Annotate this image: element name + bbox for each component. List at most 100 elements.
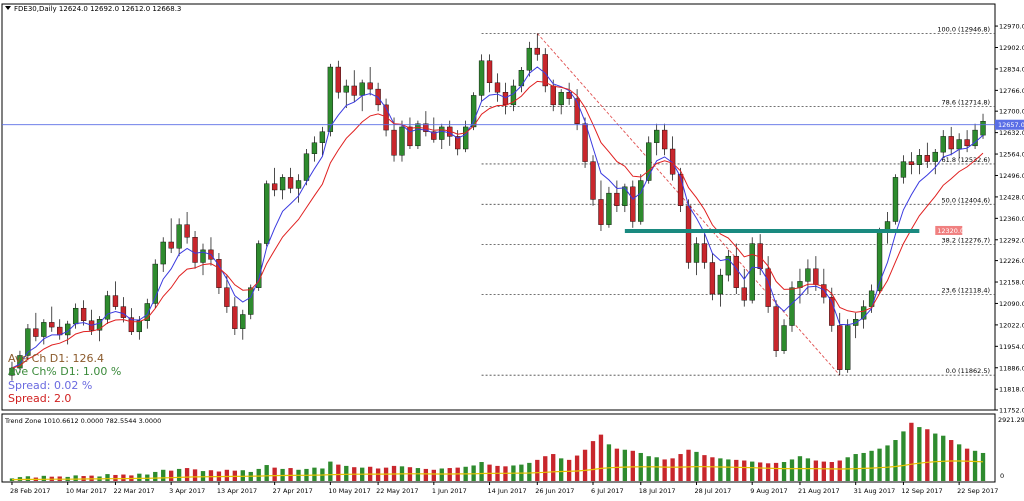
x-tick-label: 18 Jul 2017 [639, 487, 676, 495]
candle-body [295, 180, 302, 189]
volume-bar [328, 461, 333, 481]
fib-level-label: 50.0 (12404.6) [942, 196, 991, 204]
volume-bar [535, 459, 540, 481]
dropdown-triangle-icon[interactable] [5, 6, 11, 10]
candle-body [972, 129, 978, 147]
y-tick-label: 12158.0 [999, 279, 1024, 287]
volume-bar [527, 462, 532, 481]
info-ave-ch-pct: Ave Ch% D1: 1.00 % [8, 365, 121, 378]
candle-body [80, 307, 87, 321]
volume-bar [956, 444, 962, 481]
volume-bar [789, 459, 795, 481]
volume-bar [614, 448, 620, 481]
candle-body [383, 104, 389, 131]
candle-body [566, 92, 572, 99]
ma-slow-line [11, 80, 984, 369]
volume-bar [224, 469, 230, 481]
volume-bar [264, 465, 269, 481]
y-tick-label: 11886.0 [999, 364, 1024, 372]
price-axis: 12970.0 12902.0 12834.0 12766.0 12700.0 12632… [995, 23, 1024, 415]
indicator-label: Trend Zone 1010.6612 0.0000 782.5544 3.0… [4, 417, 161, 425]
x-tick-label: 28 Jul 2017 [694, 487, 731, 495]
candle-body [860, 306, 867, 320]
candle-body [829, 296, 835, 326]
candle-body [956, 139, 962, 150]
candle-body [781, 325, 787, 351]
volume-bar [439, 468, 444, 481]
volume-bar [161, 469, 166, 481]
fib-level-label: 61.8 (12532.6) [942, 156, 991, 164]
volume-bar [288, 468, 293, 481]
candle-body [176, 224, 182, 249]
volume-zero-tick: 0 [1000, 472, 1004, 480]
candle-body [622, 186, 628, 206]
candle-body [279, 177, 286, 191]
candle-body [614, 192, 620, 206]
volume-bar [941, 435, 946, 481]
volume-bar [742, 460, 747, 481]
x-tick-label: 10 Mar 2017 [66, 487, 107, 495]
candle-body [439, 126, 445, 140]
volume-bar [726, 459, 731, 481]
time-axis: 28 Feb 2017 10 Mar 2017 22 Mar 2017 3 Apr 2… [10, 482, 998, 495]
candle-body [598, 199, 604, 225]
volume-bar [543, 456, 548, 481]
volume-top-tick: 2921.295 [998, 416, 1024, 424]
candle-body [821, 284, 827, 298]
volume-panel-frame [1, 413, 996, 483]
candle-body [845, 325, 851, 370]
volume-bar [662, 459, 667, 481]
candle-body [391, 129, 397, 156]
volume-bar [821, 461, 827, 481]
volume-average-line [11, 460, 984, 481]
volume-bar [893, 440, 898, 481]
x-tick-label: 1 Jun 2017 [432, 487, 467, 495]
volume-bar [980, 452, 986, 481]
fib-level-label: 78.6 (12714.8) [942, 99, 991, 107]
volume-bar [582, 449, 588, 481]
candle-body [542, 54, 548, 87]
y-tick-label: 12226.0 [999, 257, 1024, 265]
x-tick-label: 13 Apr 2017 [217, 487, 257, 495]
candle-body [725, 255, 731, 276]
volume-bar [590, 441, 596, 481]
candle-body [120, 306, 127, 318]
candle-body [25, 328, 31, 356]
candle-body [606, 192, 612, 225]
volume-bar [630, 450, 635, 481]
volume-bar [734, 459, 739, 481]
x-tick-label: 10 May 2017 [328, 487, 370, 495]
y-tick-label: 12700.0 [999, 108, 1024, 116]
candle-body [168, 241, 174, 249]
x-tick-label: 28 Feb 2017 [10, 487, 50, 495]
candle-body [574, 98, 580, 124]
volume-bar [431, 469, 436, 481]
volume-bar [344, 465, 349, 481]
x-tick-label: 26 Jun 2017 [535, 487, 574, 495]
volume-bar [137, 473, 142, 481]
candle-body [128, 317, 135, 333]
volume-bar [702, 455, 707, 481]
candle-body [248, 287, 254, 315]
x-tick-label: 6 Jul 2017 [591, 487, 624, 495]
candle-body [550, 85, 556, 106]
y-tick-label: 12428.0 [999, 193, 1024, 201]
candle-body [112, 295, 119, 307]
volume-bar [9, 478, 15, 481]
volume-bar [933, 433, 938, 481]
volume-bar [105, 474, 110, 481]
y-tick-label: 11818.0 [999, 386, 1024, 394]
fib-level-label: 100.0 (12946.8) [937, 25, 990, 33]
candle-body [741, 287, 747, 301]
candle-body [693, 243, 700, 263]
candle-body [685, 205, 692, 263]
candle-body [932, 151, 938, 162]
y-tick-label: 12360.0 [999, 215, 1024, 223]
candle-body [494, 82, 501, 93]
candle-body [646, 142, 652, 181]
x-tick-label: 9 Aug 2017 [750, 487, 788, 495]
candle-body [908, 161, 915, 165]
volume-bar [121, 474, 126, 481]
